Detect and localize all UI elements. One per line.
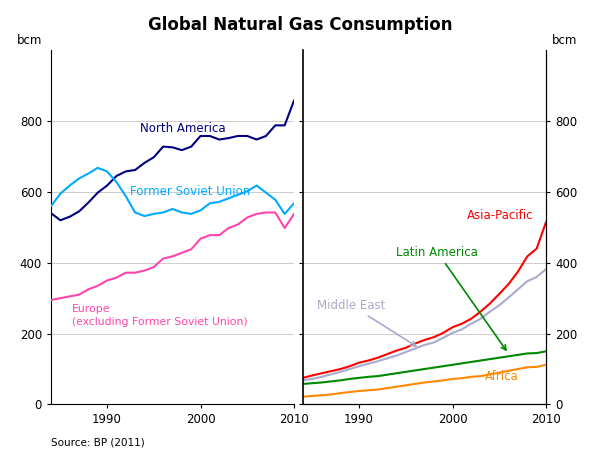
Text: Africa: Africa [485,370,519,383]
Text: Middle East: Middle East [317,299,416,346]
Text: Global Natural Gas Consumption: Global Natural Gas Consumption [148,16,452,34]
Text: bcm: bcm [552,34,578,47]
Text: North America: North America [140,122,226,135]
Text: Latin America: Latin America [397,246,506,350]
Text: Former Soviet Union: Former Soviet Union [130,186,251,198]
Text: Source: BP (2011): Source: BP (2011) [51,438,145,448]
Text: Asia-Pacific: Asia-Pacific [467,208,533,222]
Text: bcm: bcm [17,34,43,47]
Text: Europe
(excluding Former Soviet Union): Europe (excluding Former Soviet Union) [71,303,247,327]
